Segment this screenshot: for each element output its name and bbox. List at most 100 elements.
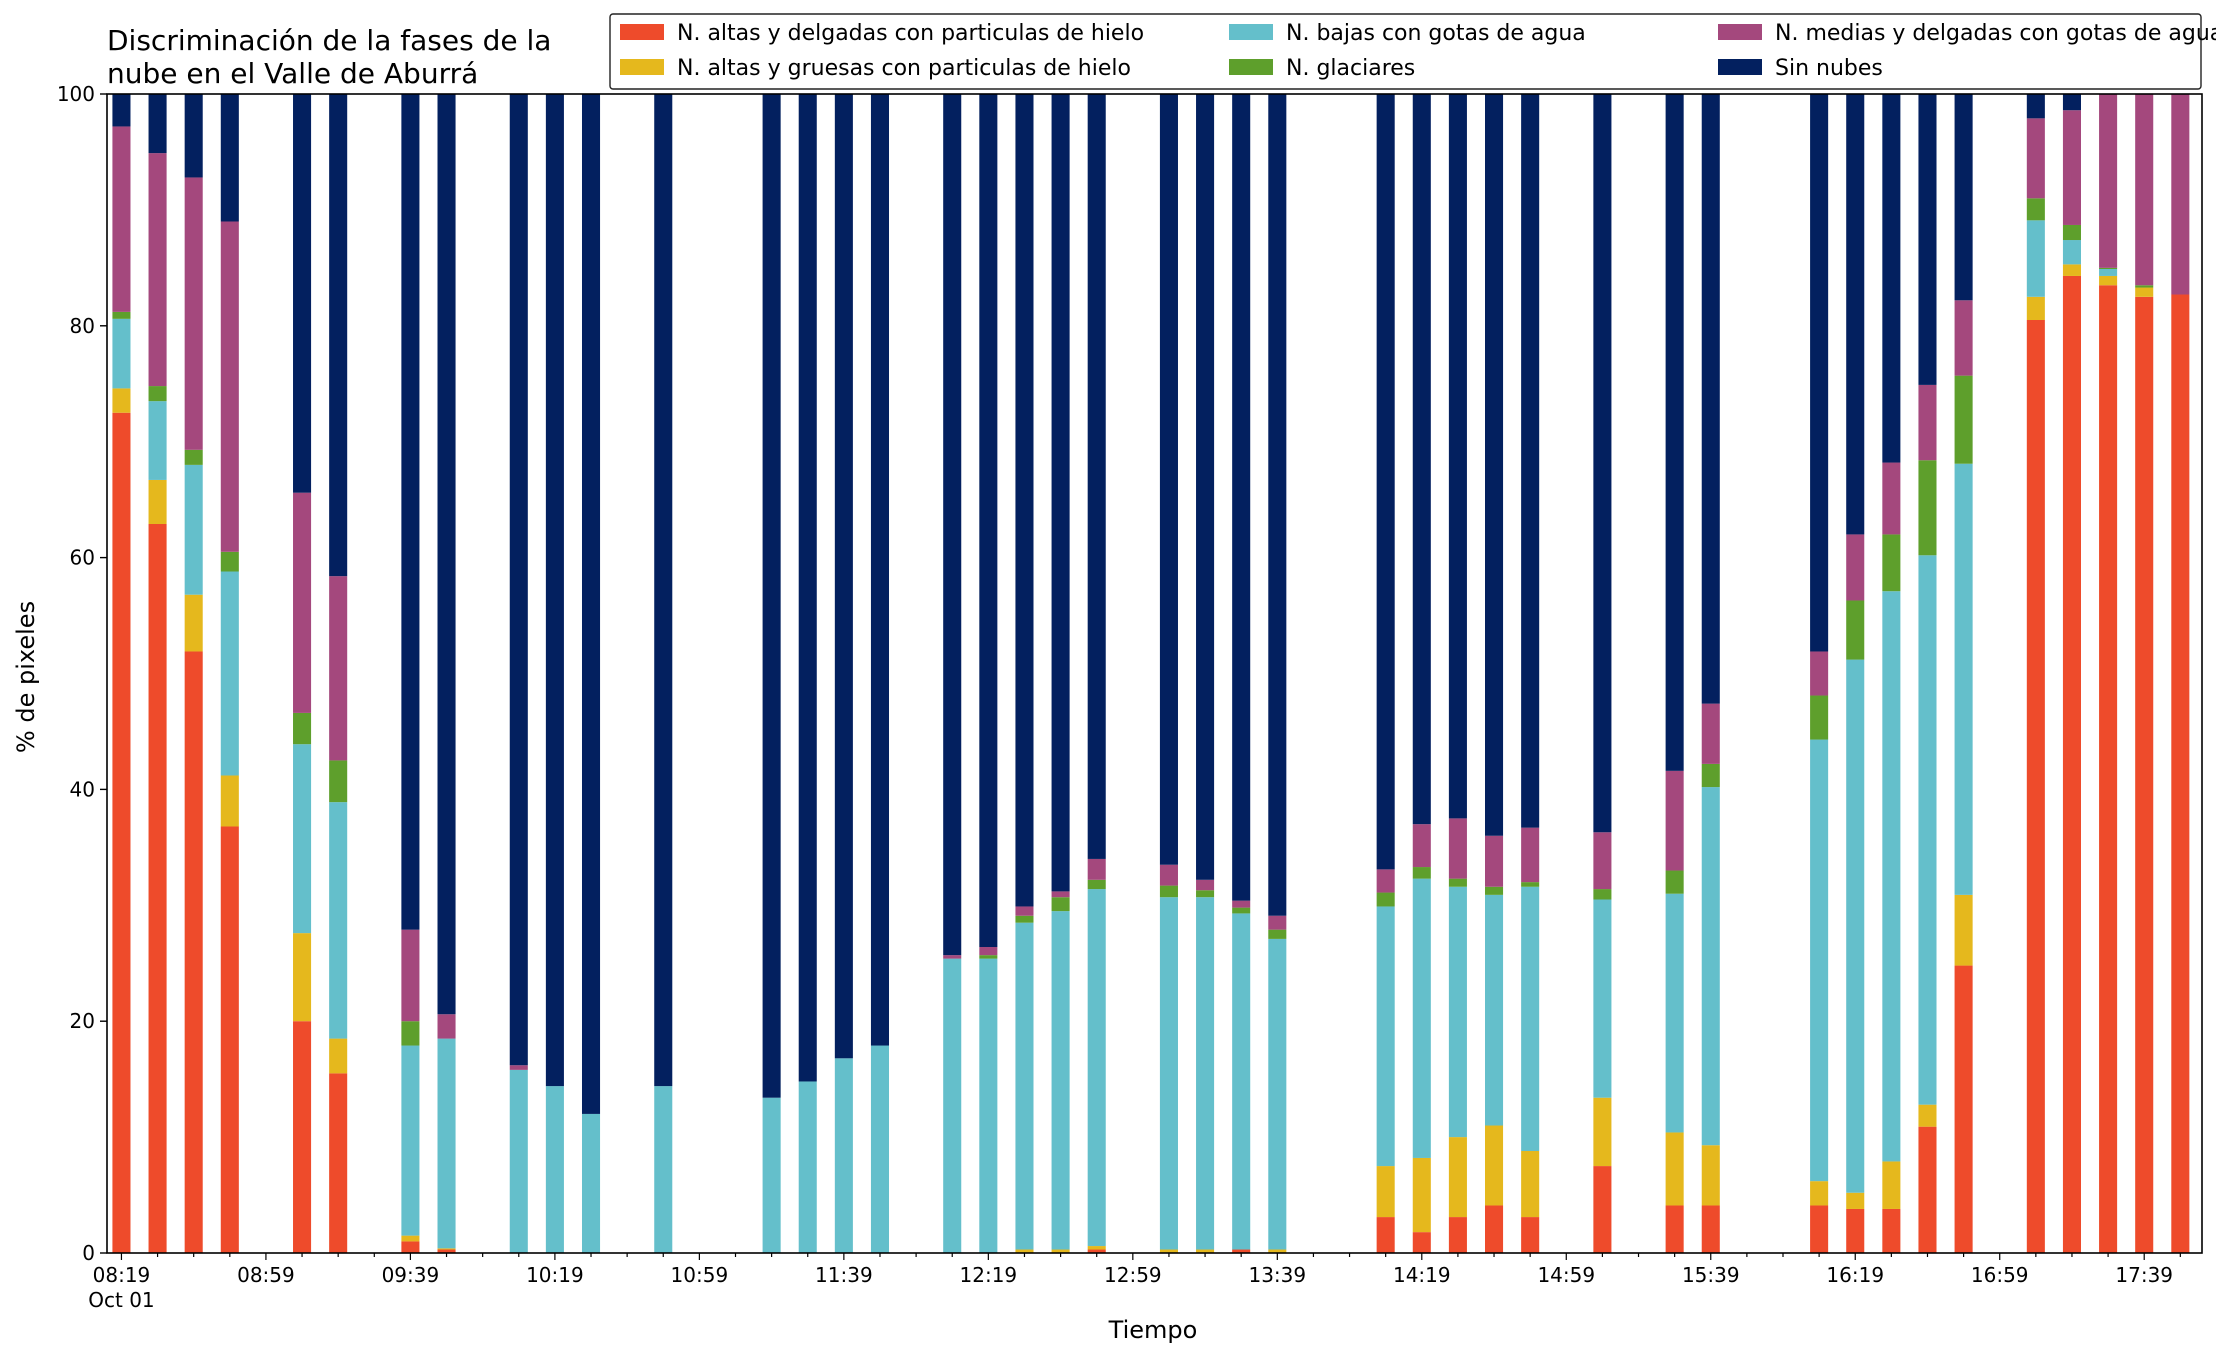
bar-segment	[1232, 900, 1251, 908]
bar-segment	[437, 1038, 456, 1249]
bar-segment	[112, 94, 131, 127]
bar-segment	[1593, 899, 1612, 1098]
bar-segment	[654, 94, 673, 1087]
x-axis: 08:19 08:59 09:39 10:19 10:59 11:39 12:19 12:59…	[88, 1253, 2181, 1312]
bar-segment	[1196, 897, 1215, 1250]
bar-segment	[184, 177, 203, 450]
bar-segment	[2062, 275, 2081, 1254]
bar-segment	[184, 651, 203, 1253]
bar-segment	[2026, 94, 2045, 119]
bar-segment	[1232, 907, 1251, 914]
bar-segment	[2026, 118, 2045, 199]
bar-segment	[1954, 965, 1973, 1253]
x-tick-label: 14:59	[1537, 1263, 1595, 1287]
bar-segment	[293, 744, 312, 934]
bar-segment	[2099, 285, 2118, 1253]
bar-segment	[1232, 913, 1251, 1250]
bar-segment	[112, 126, 131, 312]
bar-segment	[870, 1045, 890, 1253]
bar-segment	[220, 94, 239, 222]
bar-segment	[1918, 460, 1937, 556]
x-tick-label: 11:39	[815, 1263, 873, 1287]
bar-segment	[943, 955, 962, 959]
x-tick-label: 16:59	[1971, 1263, 2029, 1287]
bar-segment	[1051, 911, 1070, 1250]
bar-segment	[2135, 285, 2154, 288]
bar-segment	[2099, 94, 2118, 268]
x-tick-label: 17:39	[2115, 1263, 2173, 1287]
bar-segment	[437, 94, 456, 1015]
bar-segment	[1593, 94, 1612, 833]
bar-segment	[1448, 1217, 1467, 1253]
bar-segment	[1376, 892, 1395, 907]
bar-segment	[509, 1065, 528, 1070]
bar-segment	[2099, 267, 2118, 270]
bar-segment	[1485, 1125, 1504, 1206]
bar-segment	[1954, 300, 1973, 376]
bar-segment	[1521, 827, 1540, 883]
bar-segment	[401, 1045, 420, 1236]
bar-segment	[293, 712, 312, 745]
bar-segment	[1954, 894, 1973, 966]
bar-segment	[184, 449, 203, 465]
bar-segment	[1051, 1249, 1070, 1253]
legend-swatch	[1718, 24, 1762, 40]
bar-segment	[1701, 763, 1720, 788]
x-tick-label: 08:59	[237, 1263, 295, 1287]
bar-segment	[2026, 198, 2045, 221]
y-tick-label: 60	[70, 546, 95, 570]
bar-segment	[1485, 894, 1504, 1126]
bar-segment	[293, 94, 312, 493]
bar-segment	[581, 94, 601, 1114]
bar-segment	[1087, 1249, 1106, 1253]
bar-segment	[1882, 1161, 1901, 1209]
bar-segment	[1232, 1249, 1251, 1253]
bar-segment	[401, 1021, 420, 1046]
legend-entry-label: N. glaciares	[1286, 56, 1415, 81]
bar-segment	[943, 958, 962, 1253]
bars-layer	[112, 94, 2190, 1254]
bar-segment	[1159, 864, 1178, 886]
bar-segment	[293, 1021, 312, 1253]
bar-segment	[401, 929, 420, 1022]
bar-segment	[654, 1086, 673, 1253]
bar-segment	[979, 955, 998, 959]
x-tick-label: 16:19	[1826, 1263, 1884, 1287]
bar-segment	[112, 412, 131, 1254]
bar-segment	[1918, 1126, 1937, 1253]
bar-segment	[1954, 94, 1973, 301]
bar-segment	[2026, 320, 2045, 1253]
bar-segment	[1882, 462, 1901, 535]
bar-segment	[220, 775, 239, 827]
bar-segment	[1196, 94, 1215, 880]
bar-segment	[1485, 886, 1504, 895]
bar-segment	[834, 1058, 853, 1253]
bar-segment	[1196, 879, 1215, 891]
x-tick-label: 09:39	[382, 1263, 440, 1287]
bar-segment	[1087, 94, 1106, 859]
y-tick-label: 0	[82, 1241, 95, 1265]
legend-entry-label: N. altas y gruesas con particulas de hie…	[677, 56, 1131, 81]
bar-segment	[1665, 1132, 1684, 1206]
bar-segment	[2062, 110, 2081, 225]
bar-segment	[148, 386, 167, 402]
bar-segment	[1485, 1205, 1504, 1253]
chart-title-line-1: Discriminación de la fases de la	[107, 24, 551, 57]
bar-segment	[509, 1069, 528, 1253]
bar-segment	[184, 594, 203, 652]
bar-segment	[1015, 94, 1034, 907]
bar-segment	[112, 318, 131, 389]
bar-segment	[943, 94, 962, 956]
bar-segment	[1810, 1205, 1829, 1253]
bar-segment	[1521, 94, 1540, 828]
bar-segment	[148, 401, 167, 480]
y-axis: 0 20 40 60 80 100	[57, 82, 107, 1265]
bar-segment	[2062, 240, 2081, 265]
bar-segment	[798, 1081, 817, 1253]
bar-segment	[1810, 1181, 1829, 1206]
bar-segment	[1448, 818, 1467, 879]
bar-segment	[1918, 94, 1937, 385]
bar-segment	[1268, 1249, 1287, 1253]
bar-segment	[1051, 897, 1070, 912]
bar-segment	[1665, 94, 1684, 771]
